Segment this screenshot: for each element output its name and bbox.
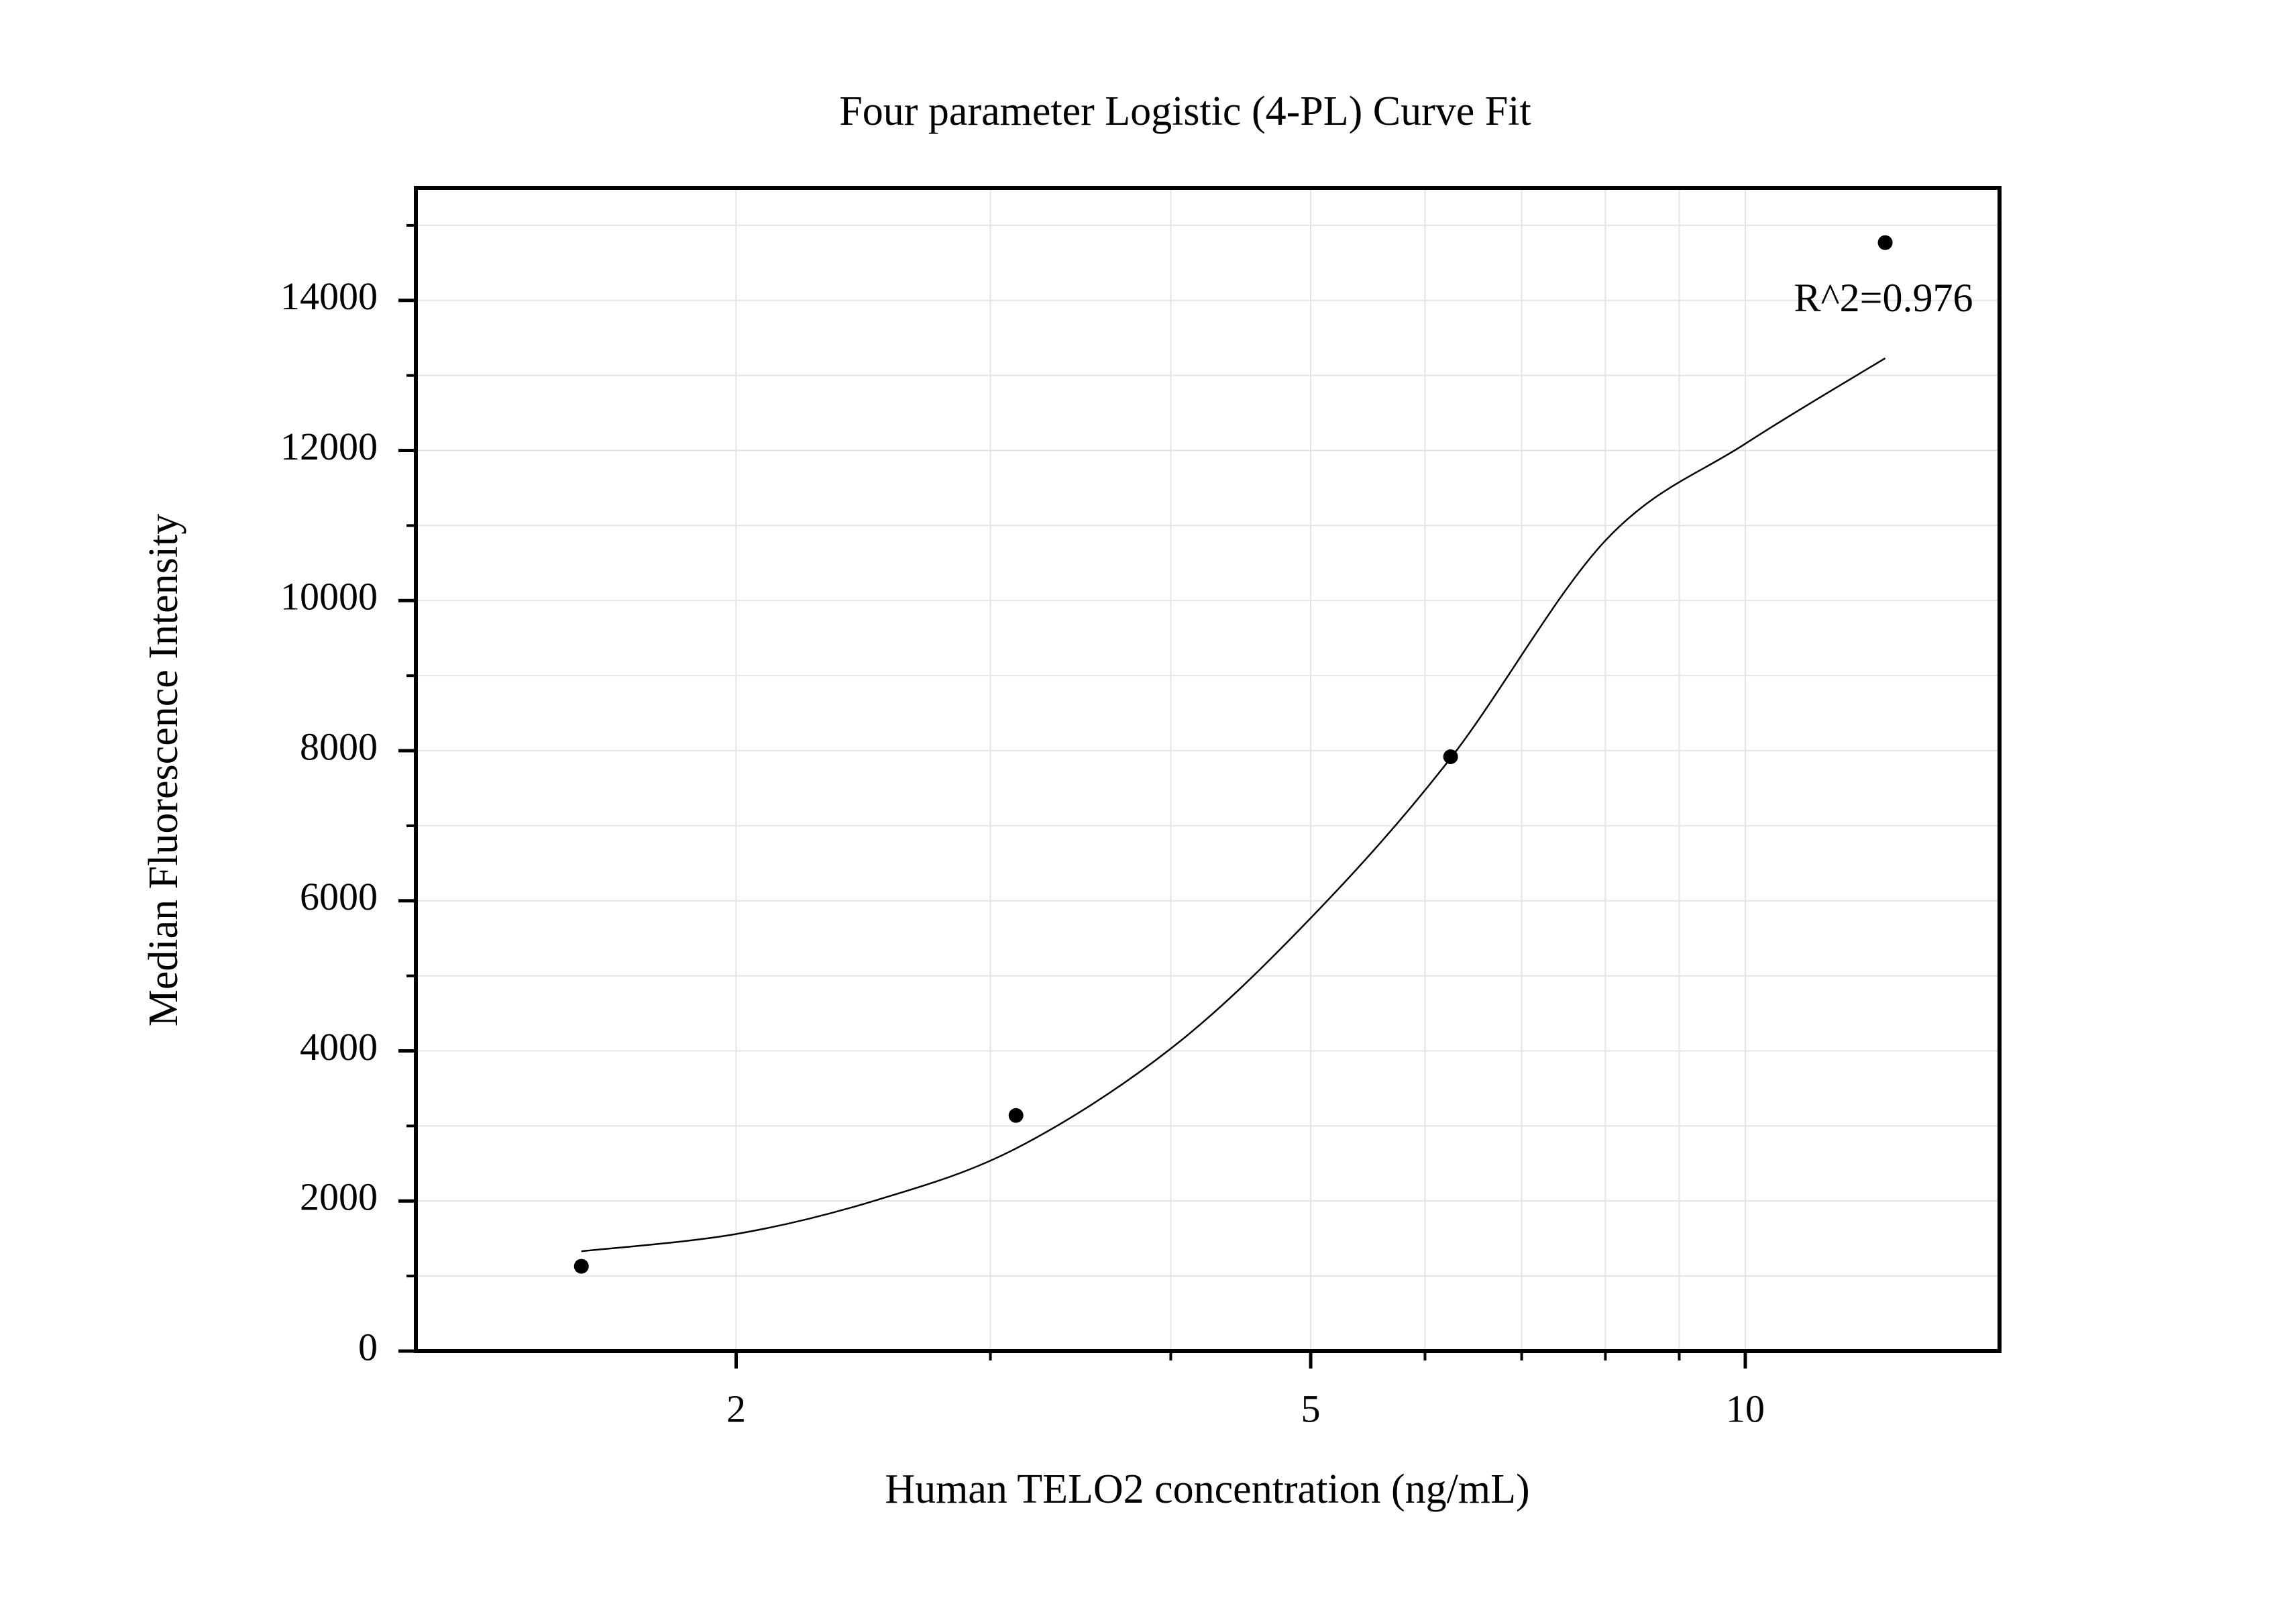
y-tick-label: 6000: [300, 875, 378, 918]
points-layer: [573, 235, 1893, 1274]
data-point: [1443, 749, 1458, 764]
axes: 2 5 10 0 2000 4000 6000 8000 10000 12000 14000: [280, 223, 1765, 1430]
x-tick-label: 5: [1301, 1387, 1321, 1430]
plot-frame: [414, 186, 2002, 1353]
y-tick-label: 12000: [280, 425, 378, 468]
r-squared-annotation: R^2=0.976: [1794, 276, 1973, 320]
y-tick-label: 14000: [280, 274, 378, 318]
y-tick-label: 2000: [300, 1175, 378, 1219]
y-tick-label: 8000: [300, 725, 378, 768]
y-axis-label: Median Fluorescence Intensity: [141, 514, 186, 1026]
data-point: [1008, 1108, 1024, 1123]
y-tick-label: 10000: [280, 575, 378, 619]
fit-curve: [581, 357, 1886, 1252]
grid: [416, 188, 2000, 1352]
x-tick-label: 2: [726, 1387, 746, 1430]
fit-layer: [581, 357, 1886, 1252]
y-tick-label: 4000: [300, 1025, 378, 1069]
chart-title: Four parameter Logistic (4-PL) Curve Fit: [839, 89, 1531, 134]
data-point: [1877, 235, 1893, 250]
y-tick-label: 0: [358, 1325, 378, 1369]
x-tick-label: 10: [1726, 1387, 1765, 1430]
x-axis-label: Human TELO2 concentration (ng/mL): [885, 1466, 1529, 1512]
data-point: [573, 1259, 589, 1274]
